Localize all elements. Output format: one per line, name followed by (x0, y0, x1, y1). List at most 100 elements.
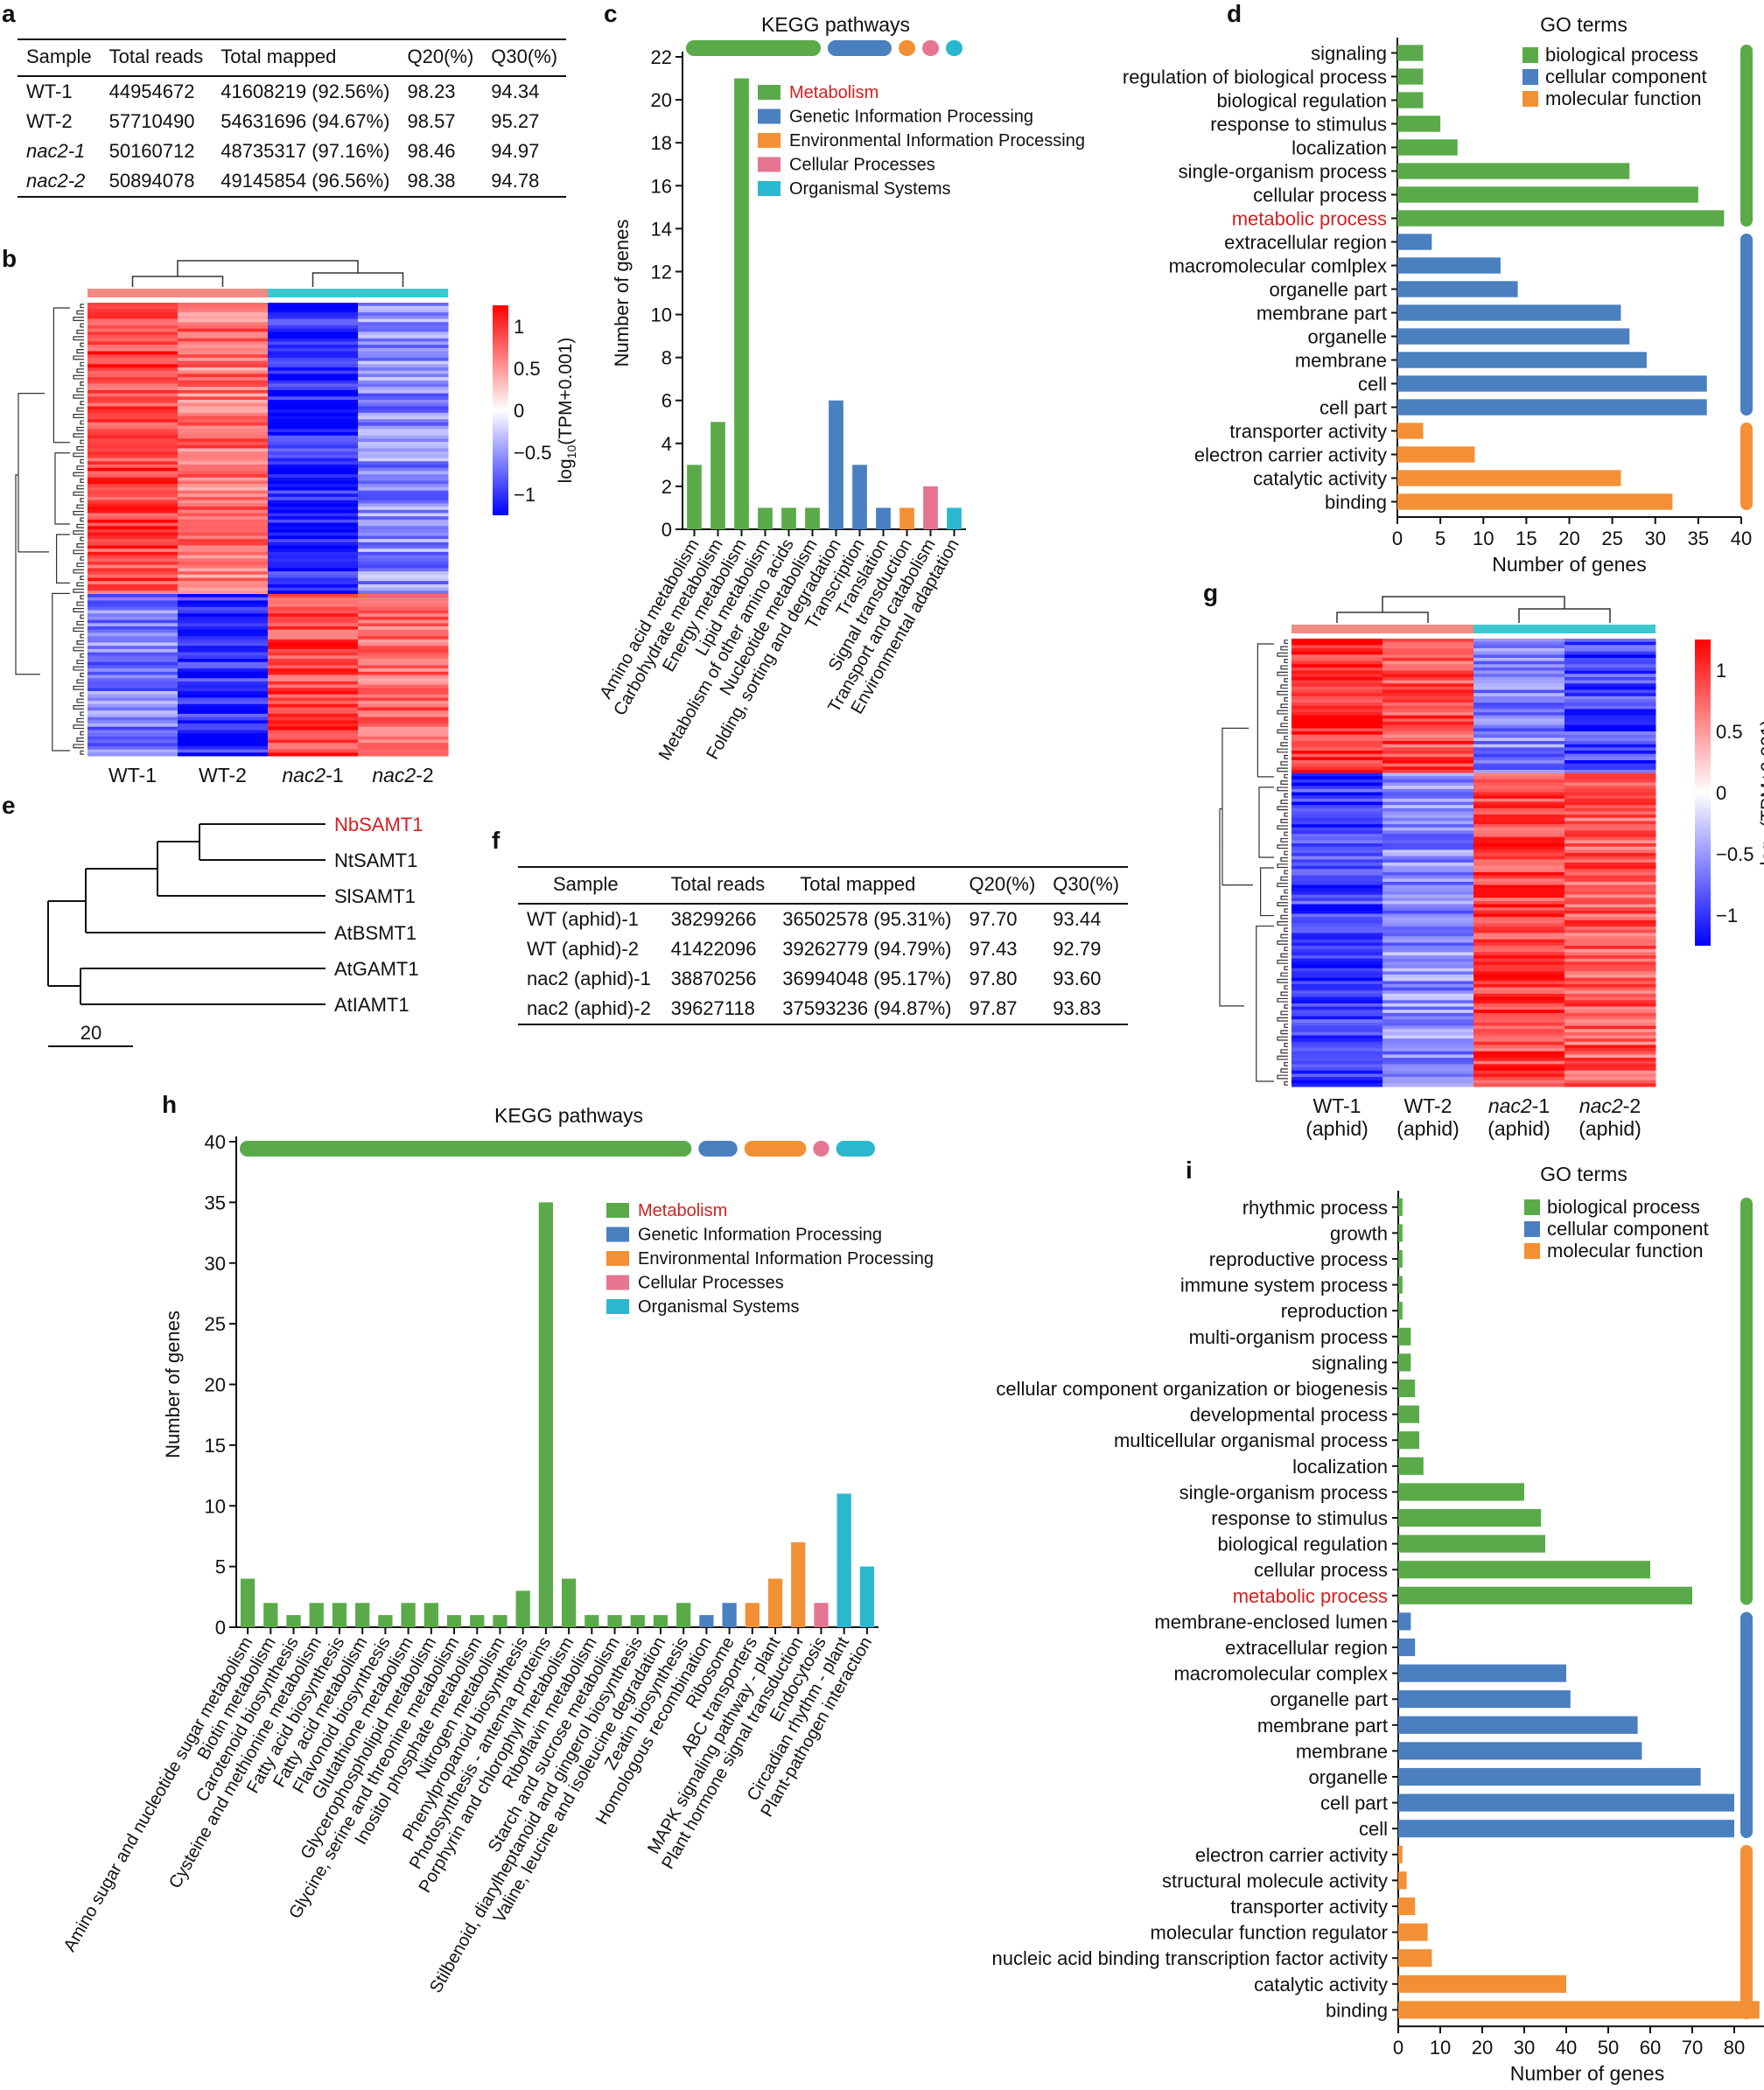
heatmap-cell (1292, 881, 1383, 886)
y-tick-label: 40 (205, 1131, 226, 1153)
heatmap-cell (1474, 1067, 1565, 1072)
heatmap-cell (1564, 917, 1656, 921)
x-tick-label: 5 (1435, 528, 1446, 549)
heatmap-cell (268, 584, 359, 589)
heatmap-cell (178, 451, 269, 456)
heatmap-cell (1564, 814, 1656, 819)
heatmap-cell (1474, 884, 1565, 889)
heatmap-cell (1474, 805, 1565, 809)
heatmap-cell (1474, 1077, 1565, 1081)
table-a-header: Total reads (100, 39, 213, 77)
legend-label: Organismal Systems (638, 1297, 800, 1317)
heatmap-cell (1382, 811, 1474, 815)
heatmap-cell (88, 325, 178, 330)
y-tick-label: 8 (662, 347, 672, 369)
heatmap-cell (1564, 875, 1656, 879)
heatmap-cell (1564, 1029, 1656, 1033)
table-cell: WT-2 (26, 110, 73, 132)
bar (1398, 1379, 1416, 1398)
heatmap-cell (178, 606, 269, 611)
x-axis-label: Number of genes (1510, 2062, 1664, 2085)
heatmap-cell (88, 703, 178, 708)
bar (1397, 493, 1673, 510)
heatmap-cell (358, 360, 449, 365)
heatmap-cell (358, 341, 449, 346)
heatmap-cell (1564, 811, 1656, 815)
heatmap-cell (178, 509, 269, 514)
bar (653, 1615, 668, 1627)
heatmap-cell (1382, 722, 1474, 726)
heatmap-cell (358, 396, 449, 401)
heatmap-cell (1564, 1080, 1656, 1084)
heatmap-cell (1292, 869, 1383, 873)
bar (1398, 2001, 1760, 2019)
group-side-bar (1740, 423, 1753, 510)
bar (401, 1603, 416, 1627)
heatmap-cell (1564, 1038, 1656, 1043)
heatmap-cell (178, 587, 269, 591)
heatmap-cell (1474, 983, 1565, 989)
heatmap-cell (1564, 1045, 1656, 1049)
table-cell: 36994048 (95.17%) (782, 968, 952, 989)
heatmap-cell (88, 568, 178, 572)
heatmap-cell (1474, 769, 1565, 774)
heatmap-cell (1564, 975, 1656, 979)
heatmap-cell (178, 393, 269, 397)
heatmap-cell (268, 374, 359, 378)
heatmap-cell (358, 652, 449, 656)
heatmap-cell (178, 383, 269, 388)
table-row: nac2-2 50894078 49145854 (96.56%) 98.38 94.7… (18, 166, 566, 197)
heatmap-cell (1292, 741, 1383, 745)
x-axis-label: Number of genes (1492, 553, 1646, 576)
heatmap-cell (268, 438, 359, 443)
heatmap-cell (358, 477, 449, 481)
heatmap-cell (1382, 907, 1474, 912)
heatmap-cell (1564, 898, 1656, 902)
heatmap-cell (358, 389, 449, 395)
heatmap-cell (358, 444, 449, 449)
heatmap-cell (1564, 705, 1656, 709)
heatmap-cell (1564, 1006, 1656, 1010)
heatmap-cell (1564, 1073, 1656, 1078)
heatmap-cell (1564, 724, 1656, 729)
heatmap-cell (1564, 651, 1656, 655)
legend-label: molecular function (1545, 87, 1702, 109)
bar (1398, 1820, 1734, 1838)
heatmap-cell (1474, 795, 1565, 800)
bar (1397, 186, 1698, 203)
table-cell: 97.43 (969, 938, 1018, 960)
heatmap-cell (88, 610, 178, 614)
table-cell: 41422096 (670, 938, 757, 960)
bar (1397, 257, 1501, 274)
heatmap-cell (268, 435, 359, 439)
heatmap-cell (358, 315, 449, 319)
heatmap-cell (268, 393, 359, 397)
heatmap-cell (1564, 654, 1656, 659)
bar (630, 1615, 645, 1627)
heatmap-cell (268, 616, 359, 621)
heatmap-cell (178, 720, 269, 724)
heatmap-cell (358, 357, 449, 362)
panel-label-f: f (492, 827, 500, 854)
bar (538, 1202, 554, 1627)
x-tick-label: 25 (1601, 528, 1622, 549)
heatmap-cell (178, 684, 269, 689)
heatmap-cell (1382, 805, 1474, 809)
heatmap-cell (178, 600, 269, 605)
heatmap-cell (88, 419, 178, 423)
heatmap-cell (268, 432, 359, 437)
panel-label-g: g (1203, 579, 1219, 606)
heatmap-cell (88, 332, 178, 336)
heatmap-cell (1382, 965, 1474, 969)
heatmap-cell (178, 318, 269, 323)
table-cell: 98.57 (407, 110, 456, 132)
heatmap-cell (88, 335, 178, 339)
heatmap-cell (178, 425, 269, 430)
heatmap-cell (178, 480, 269, 485)
heatmap-cell (1292, 788, 1383, 793)
heatmap-cell (1564, 942, 1656, 947)
heatmap-cell (1292, 676, 1383, 682)
heatmap-cell (358, 328, 449, 332)
column-label: nac2-2 (372, 764, 433, 786)
heatmap-cell (268, 619, 359, 624)
